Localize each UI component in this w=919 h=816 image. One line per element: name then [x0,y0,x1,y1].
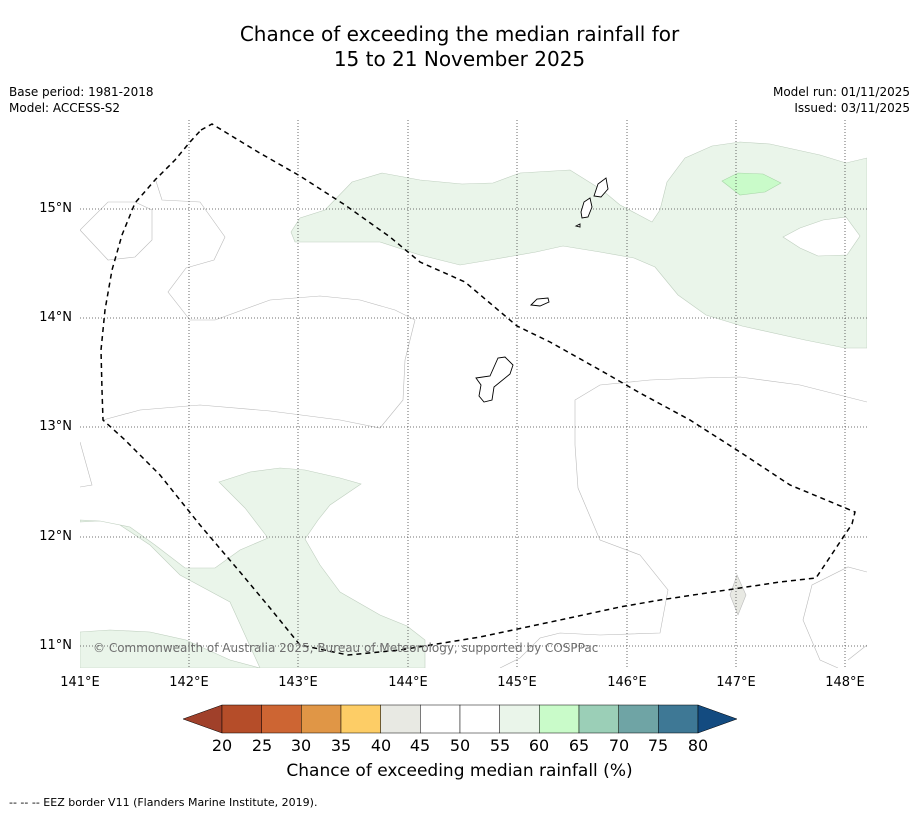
colorbar-bin-60-65 [539,704,580,734]
lat-label-13n: 13°N [39,419,72,434]
eez-border-note: -- -- -- EEZ border V11 (Flanders Marine… [9,796,318,809]
island-guam [475,356,514,403]
lat-label-11n: 11°N [39,638,72,653]
base-period: Base period: 1981-2018 [9,85,154,99]
contour-lines [80,177,867,668]
lon-label-143e: 143°E [278,675,318,690]
colorbar-bin-75-80 [658,704,699,734]
colorbar-tick-80: 80 [687,736,709,755]
meta-left: Base period: 1981-2018 Model: ACCESS-S2 [9,84,154,116]
rain-hole-east [782,216,861,257]
lon-label-141e: 141°E [60,675,100,690]
map-area [80,120,867,668]
colorbar-bin-70-75 [618,704,659,734]
colorbar-bin-20-25 [221,704,262,734]
colorbar-tick-40: 40 [370,736,392,755]
lon-label-144e: 144°E [388,675,428,690]
chart-title: Chance of exceeding the median rainfall … [0,22,919,72]
colorbar-tick-20: 20 [211,736,233,755]
colorbar-tick-60: 60 [528,736,550,755]
colorbar-bin-25-30 [261,704,302,734]
lat-label-12n: 12°N [39,529,72,544]
rain-region-40-45 [729,574,747,616]
model-run: Model run: 01/11/2025 [772,85,910,99]
colorbar-tick-55: 55 [489,736,511,755]
title-line-2: 15 to 21 November 2025 [333,47,586,71]
lat-label-14n: 14°N [39,310,72,325]
colorbar-bin-35-40 [340,704,381,734]
island-aguijan [574,223,581,228]
colorbar-tick-65: 65 [568,736,590,755]
gridlines [80,120,867,668]
lon-label-147e: 147°E [716,675,756,690]
colorbar-title: Chance of exceeding median rainfall (%) [286,761,633,781]
colorbar-bin-40-45 [380,704,421,734]
copyright-notice: © Commonwealth of Australia 2025, Bureau… [93,641,599,655]
colorbar [182,704,738,734]
island-saipan [593,177,609,198]
colorbar-tick-30: 30 [290,736,312,755]
colorbar-bin-55-60 [499,704,540,734]
colorbar-tick-25: 25 [251,736,273,755]
lon-label-142e: 142°E [169,675,209,690]
lon-label-145e: 145°E [497,675,537,690]
title-line-1: Chance of exceeding the median rainfall … [239,22,680,46]
colorbar-bin-30-35 [301,704,342,734]
rain-region-north [290,141,867,349]
issued-date: Issued: 03/11/2025 [794,101,910,115]
colorbar-arrow-below [182,704,223,734]
lon-label-146e: 146°E [607,675,647,690]
colorbar-tick-75: 75 [647,736,669,755]
colorbar-arrow-above [697,704,738,734]
rain-region-central [80,467,426,668]
island-tinian [580,197,593,219]
colorbar-tick-45: 45 [409,736,431,755]
colorbar-bin-45-50 [420,704,461,734]
colorbar-bin-65-70 [578,704,619,734]
model-name: Model: ACCESS-S2 [9,101,121,115]
colorbar-bin-50-55 [459,704,500,734]
eez-border [100,123,856,656]
islands [475,177,609,403]
meta-right: Model run: 01/11/2025 Issued: 03/11/2025 [773,84,910,116]
lat-label-15n: 15°N [39,201,72,216]
rain-region-65-70 [721,172,782,196]
colorbar-tick-70: 70 [608,736,630,755]
colorbar-tick-35: 35 [330,736,352,755]
island-rota [530,297,550,307]
colorbar-tick-50: 50 [449,736,471,755]
lon-label-148e: 148°E [825,675,865,690]
